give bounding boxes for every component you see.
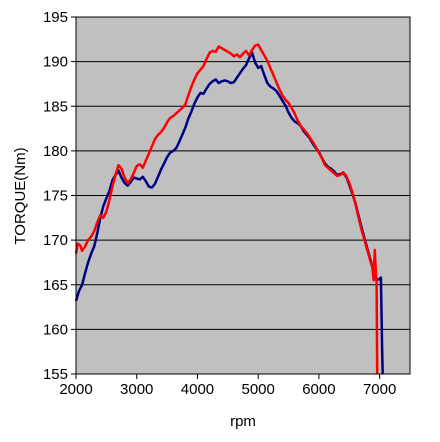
y-tick-label: 185: [43, 98, 68, 115]
series-lines: [74, 43, 384, 375]
y-tick-label: 195: [43, 9, 68, 26]
x-tick-label: 2000: [59, 381, 92, 398]
y-tick-label: 160: [43, 321, 68, 338]
x-tick-label: 6000: [302, 381, 335, 398]
tick-labels: 155 160 165 170 175 180 185 190 195 2000 3000 4000 5…: [43, 9, 396, 398]
x-tick-label: 4000: [181, 381, 214, 398]
y-tick-label: 175: [43, 188, 68, 205]
y-tick-label: 170: [43, 232, 68, 249]
x-tick-label: 7000: [363, 381, 396, 398]
x-axis-label: rpm: [230, 413, 256, 430]
y-tick-label: 190: [43, 54, 68, 71]
x-tick-label: 3000: [120, 381, 153, 398]
y-tick-label: 180: [43, 143, 68, 160]
y-axis-label: TORQUE(Nm): [12, 147, 29, 244]
x-tick-label: 5000: [241, 381, 274, 398]
y-tick-label: 155: [43, 366, 68, 383]
series-line-2: [74, 43, 379, 375]
y-tick-label: 165: [43, 277, 68, 294]
